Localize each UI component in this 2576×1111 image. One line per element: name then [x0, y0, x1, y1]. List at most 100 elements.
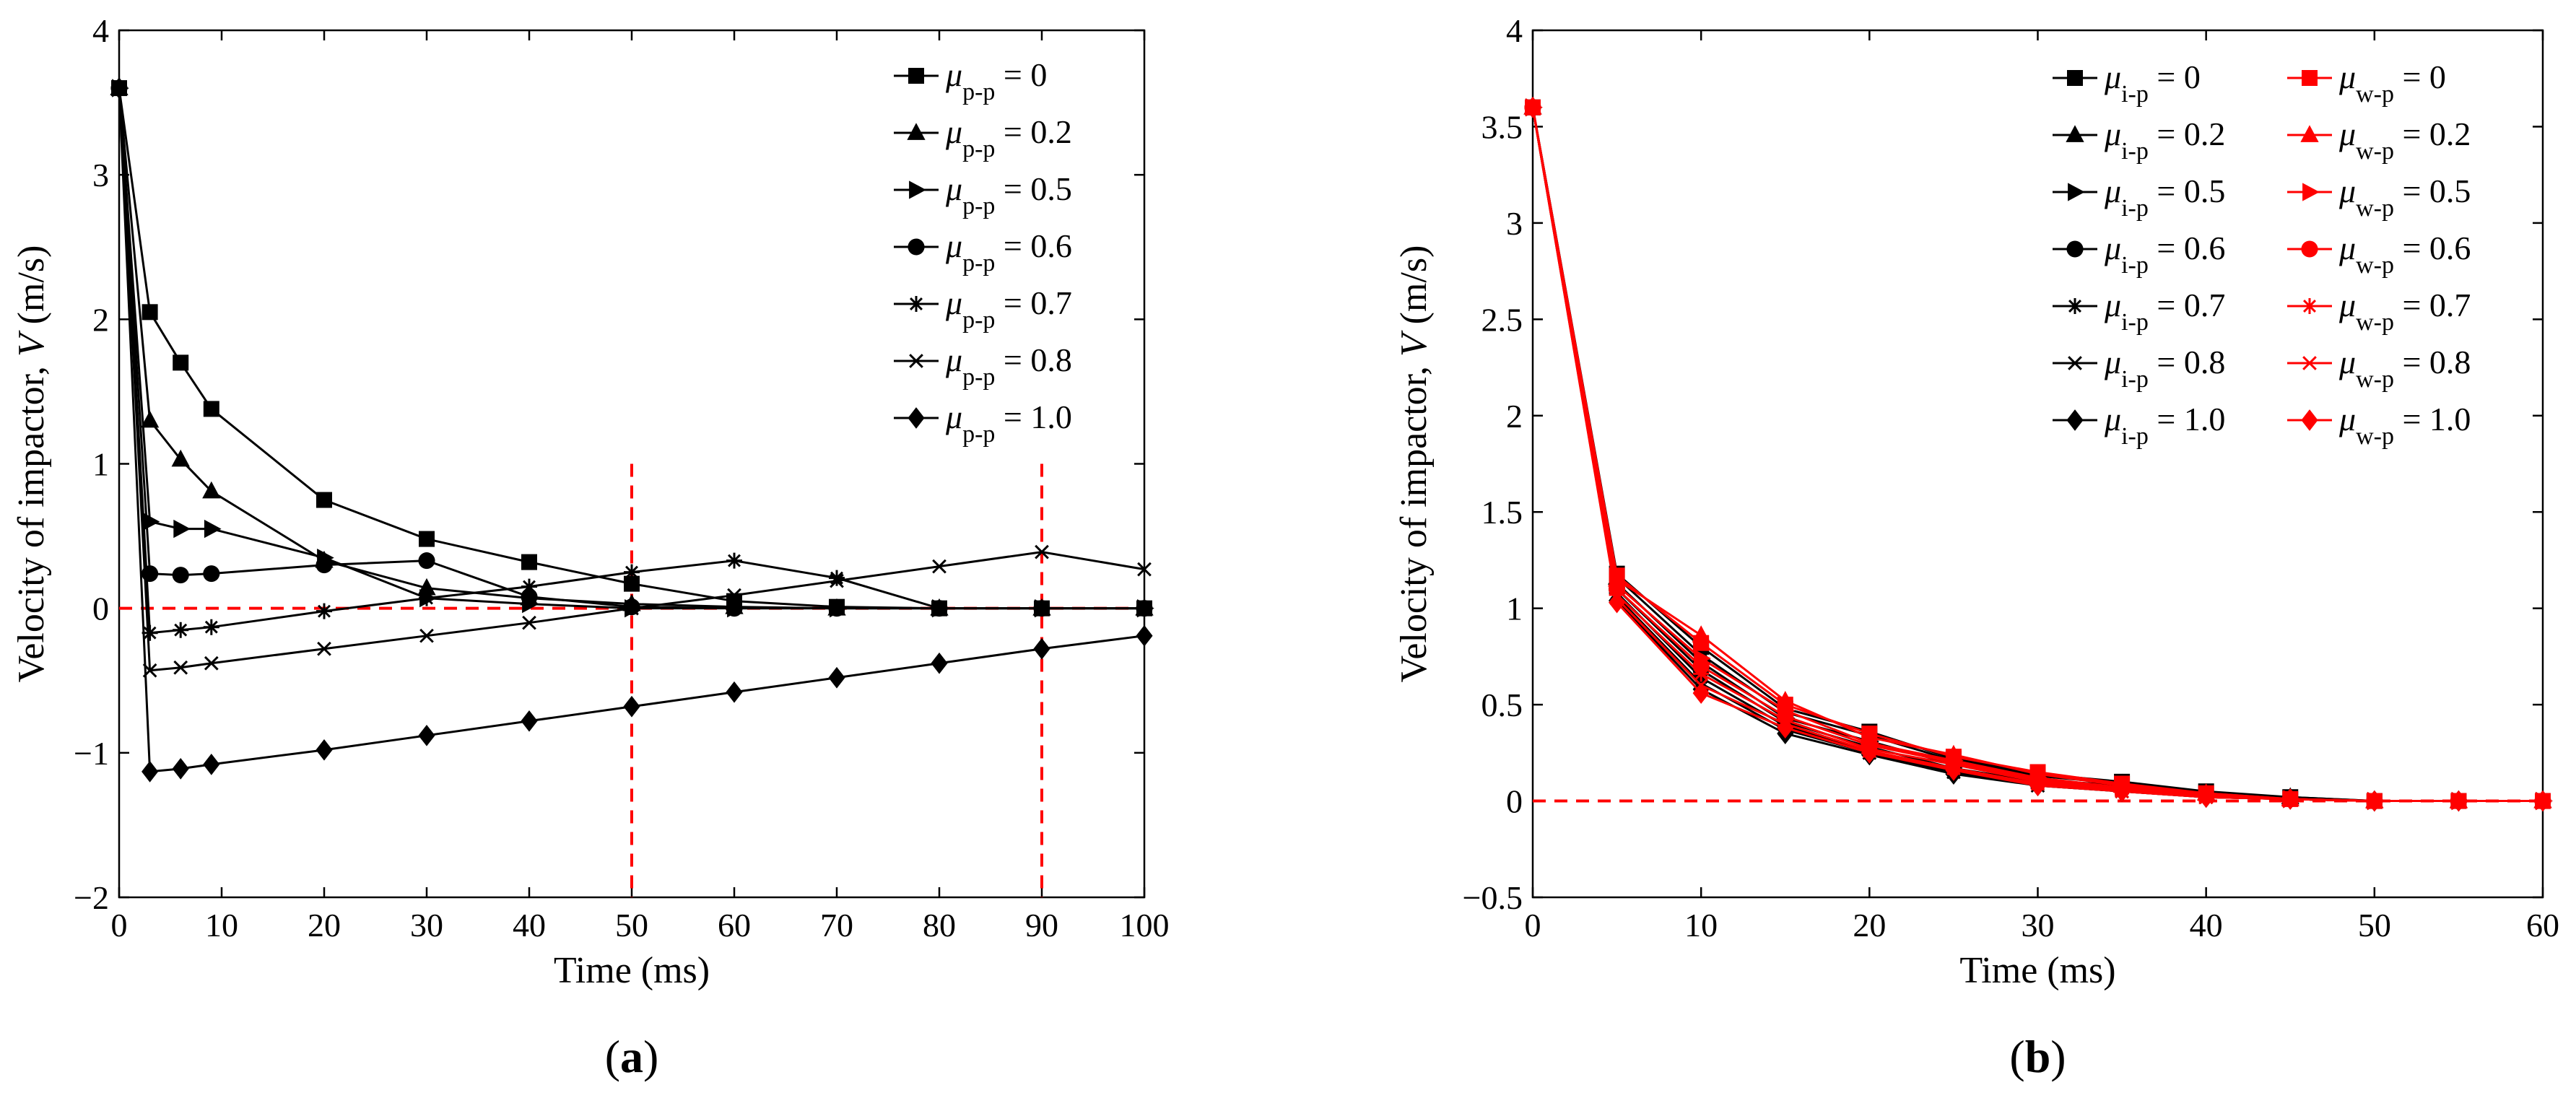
legend-label-value: = 0.5 — [2149, 173, 2225, 209]
y-tick-label: 2.5 — [1481, 301, 1523, 338]
panel-label-paren: ) — [2050, 1031, 2066, 1082]
legend-label: μw-p = 0.5 — [2338, 173, 2471, 222]
data-point — [142, 304, 158, 321]
legend-marker — [2300, 125, 2319, 142]
legend-label-symbol: μ — [2104, 401, 2121, 437]
y-tick-label: 0 — [92, 591, 109, 627]
y-axis-label-suffix: (m/s) — [11, 245, 52, 334]
x-tick-label: 30 — [410, 907, 443, 944]
legend-marker — [2068, 183, 2085, 201]
y-tick-label: −0.5 — [1463, 879, 1523, 916]
data-point — [203, 401, 219, 417]
data-point — [203, 565, 220, 583]
legend-item: μp-p = 0 — [894, 56, 1047, 105]
legend-label-subscript: p-p — [962, 364, 995, 391]
data-point — [931, 600, 947, 617]
legend-item: μi-p = 0.2 — [2053, 116, 2225, 165]
legend-marker — [908, 238, 925, 256]
legend-label: μi-p = 0.8 — [2104, 344, 2225, 393]
data-point — [932, 559, 947, 574]
x-tick-label: 70 — [820, 907, 853, 944]
legend-item: μp-p = 0.8 — [894, 341, 1072, 391]
legend-label-subscript: w-p — [2356, 138, 2394, 165]
legend-label-subscript: w-p — [2356, 423, 2394, 450]
legend-label: μw-p = 0.8 — [2338, 344, 2471, 393]
data-point — [172, 567, 189, 584]
legend-label-subscript: i-p — [2121, 138, 2149, 165]
legend-marker — [2302, 356, 2317, 370]
legend-label-subscript: p-p — [962, 79, 995, 105]
data-point — [830, 573, 844, 588]
data-point — [316, 739, 333, 761]
legend-label-symbol: μ — [945, 227, 962, 264]
data-point — [1693, 666, 1710, 682]
y-axis-label: Velocity of impactor, V (m/s) — [11, 245, 52, 683]
data-point — [2534, 790, 2551, 812]
legend-item: μp-p = 1.0 — [894, 398, 1072, 448]
legend-label-subscript: w-p — [2356, 366, 2394, 393]
legend-label-subscript: p-p — [962, 136, 995, 162]
x-tick-label: 30 — [2022, 907, 2055, 944]
legend-item: μi-p = 0.8 — [2053, 344, 2225, 393]
y-axis-label-prefix: Velocity of impactor, — [11, 357, 52, 682]
data-point — [419, 628, 434, 643]
data-point — [2113, 780, 2131, 803]
legend-item: μi-p = 0.6 — [2053, 230, 2225, 279]
legend-marker — [2068, 356, 2082, 370]
x-axis-label: Time (ms) — [1959, 950, 2115, 991]
legend-label: μi-p = 0.7 — [2104, 287, 2225, 336]
legend-label-symbol: μ — [2104, 173, 2121, 209]
legend-label-value: = 1.0 — [995, 398, 1071, 435]
x-tick-label: 20 — [1853, 907, 1886, 944]
legend-item: μp-p = 0.7 — [894, 284, 1072, 334]
legend-label-value: = 0.5 — [2394, 173, 2471, 209]
data-point — [173, 354, 189, 371]
y-tick-label: 3.5 — [1481, 108, 1523, 145]
x-tick-label: 90 — [1025, 907, 1058, 944]
legend-marker — [2302, 70, 2318, 86]
legend-label-symbol: μ — [2338, 287, 2356, 323]
data-point — [203, 619, 219, 635]
legend-label-symbol: μ — [2338, 116, 2356, 152]
x-tick-label: 0 — [1525, 907, 1541, 944]
panel-label-paren: ( — [605, 1031, 620, 1082]
legend-label: μp-p = 0.2 — [945, 113, 1072, 162]
legend-label-subscript: w-p — [2356, 81, 2394, 108]
data-point — [173, 660, 188, 675]
x-tick-label: 80 — [923, 907, 956, 944]
legend-label-value: = 0.5 — [995, 170, 1071, 207]
legend-item: μw-p = 0.2 — [2287, 116, 2471, 165]
y-axis-label-variable: V — [1393, 330, 1435, 357]
data-point — [1033, 637, 1050, 660]
data-point — [1136, 600, 1152, 617]
y-tick-label: 0.5 — [1481, 687, 1523, 723]
y-tick-label: 0 — [1506, 783, 1523, 820]
legend-marker — [908, 296, 924, 312]
data-point — [172, 758, 189, 780]
legend-marker — [2301, 240, 2318, 258]
legend-label: μi-p = 0.6 — [2104, 230, 2225, 279]
data-point — [173, 622, 189, 638]
legend-label: μi-p = 1.0 — [2104, 401, 2225, 450]
data-point — [521, 588, 538, 606]
legend-marker — [2067, 298, 2083, 314]
legend-label-value: = 0.8 — [2149, 344, 2225, 380]
legend-marker — [908, 68, 924, 84]
data-point — [624, 575, 640, 592]
panel-label-paren: ) — [643, 1031, 658, 1082]
y-tick-label: 1 — [1506, 591, 1523, 627]
legend-label-value: = 0.7 — [2394, 287, 2471, 323]
legend: μi-p = 0μi-p = 0.2μi-p = 0.5μi-p = 0.6μi… — [2053, 58, 2471, 450]
legend-label-value: = 0.8 — [2394, 344, 2471, 380]
data-point — [140, 410, 160, 428]
legend-label: μi-p = 0.5 — [2104, 173, 2225, 222]
y-axis-label: Velocity of impactor, V (m/s) — [1393, 245, 1435, 683]
panel-label-paren: ( — [2009, 1031, 2024, 1082]
legend-label: μw-p = 0.7 — [2338, 287, 2471, 336]
y-tick-label: 4 — [92, 12, 109, 49]
data-point — [142, 624, 158, 641]
legend-item: μw-p = 0.8 — [2287, 344, 2471, 393]
x-tick-label: 0 — [111, 907, 128, 944]
legend-label-symbol: μ — [945, 170, 962, 207]
data-point — [2029, 775, 2047, 797]
